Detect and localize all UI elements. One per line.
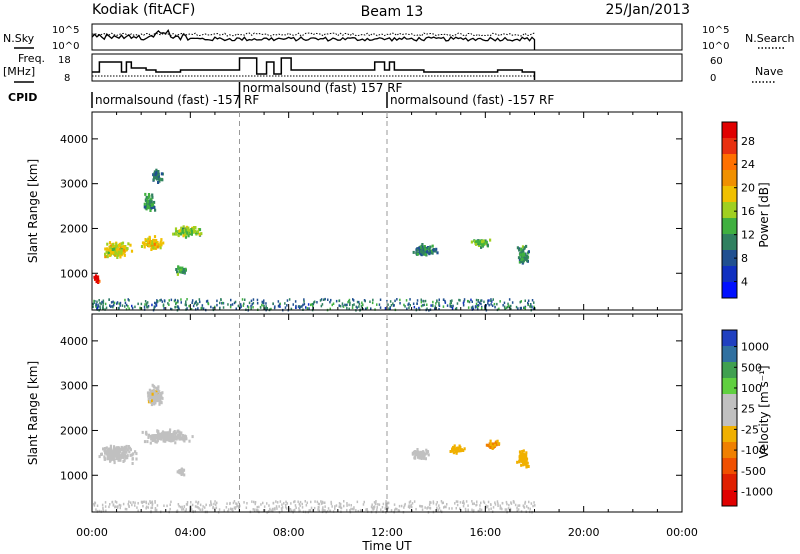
x-tick-label: 00:00 [76, 526, 108, 539]
colorbar-tick-label: 12 [741, 229, 755, 242]
y-tick-label: 3000 [60, 380, 88, 393]
velocity-scatter [93, 383, 536, 514]
colorbar-tick-label: -500 [741, 465, 766, 478]
x-tick-label: 20:00 [568, 526, 600, 539]
freq-right-tick-bottom: 0 [710, 73, 716, 84]
x-axis-label: Time UT [361, 539, 412, 553]
power-scatter [92, 168, 536, 312]
colorbar-tick-label: -100 [741, 444, 766, 457]
y-tick-label: 4000 [60, 335, 88, 348]
noise-left-tick-bottom: 10^0 [52, 41, 79, 52]
freq-right-tick-top: 60 [710, 56, 723, 67]
cpid-label-2: normalsound (fast) -157 RF [390, 93, 554, 107]
colorbar-tick-label: 25 [741, 403, 755, 416]
y-tick-label: 1000 [60, 267, 88, 280]
colorbar-tick-label: 28 [741, 135, 755, 148]
colorbar-tick-label: -1000 [741, 486, 773, 499]
mhz-label: [MHz] [3, 65, 35, 78]
x-tick-labels: 00:00 04:00 08:00 12:00 16:00 20:00 00:00 [76, 526, 698, 539]
cpid-label: CPID [8, 91, 37, 104]
freq-label: Freq. [18, 52, 45, 65]
colorbar-tick-label: 4 [741, 276, 748, 289]
station-title: Kodiak (fitACF) [92, 2, 195, 18]
freq-left-tick-bottom: 8 [64, 73, 70, 84]
y-tick-label: 2000 [60, 222, 88, 235]
freq-trace [92, 57, 536, 80]
colorbar-tick-label: 16 [741, 205, 755, 218]
cpid-label-1: normalsound (fast) 157 RF [243, 81, 403, 95]
freq-panel-frame [91, 53, 683, 82]
nave-label: Nave [755, 65, 783, 78]
colorbar-tick-label: 1000 [741, 341, 769, 354]
x-tick-label: 16:00 [469, 526, 501, 539]
nsearch-label: N.Search [745, 32, 795, 45]
freq-left-tick-top: 18 [58, 55, 71, 66]
colorbar-tick-label: 500 [741, 361, 762, 374]
power-ylabel: Slant Range [km] [26, 159, 40, 263]
x-tick-label: 08:00 [273, 526, 305, 539]
y-tick-label: 1000 [60, 469, 88, 482]
power-colorbar-label: Power [dB] [757, 182, 771, 247]
velocity-colorbar-label: Velocity [m s⁻¹] [757, 365, 771, 458]
x-tick-label: 12:00 [371, 526, 403, 539]
colorbar-tick-label: 24 [741, 158, 755, 171]
power-axis: 1000 2000 3000 4000 [60, 112, 683, 310]
x-tick-label: 04:00 [174, 526, 206, 539]
cpid-label-0: normalsound (fast) -157 RF [95, 93, 259, 107]
noise-right-tick-bottom: 10^0 [702, 41, 729, 52]
colorbar-tick-label: -25 [741, 423, 759, 436]
noise-panel-frame [91, 23, 683, 51]
noise-right-tick-top: 10^5 [702, 25, 729, 36]
power-colorbar: 28 24 20 16 12 8 4 [721, 121, 755, 299]
colorbar-tick-label: 8 [741, 252, 748, 265]
date-title: 25/Jan/2013 [606, 2, 690, 18]
noise-sky-trace [91, 28, 536, 50]
y-tick-label: 2000 [60, 424, 88, 437]
noise-search-trace [91, 32, 535, 37]
velocity-ylabel: Slant Range [km] [26, 361, 40, 465]
velocity-axis: 1000 2000 3000 4000 [60, 314, 683, 512]
y-tick-label: 3000 [60, 178, 88, 191]
nsky-label: N.Sky [3, 32, 35, 45]
y-tick-label: 4000 [60, 133, 88, 146]
velocity-colorbar: 1000 500 100 25 -25 -100 -500 -1000 [721, 329, 773, 507]
beam-title: Beam 13 [361, 4, 424, 20]
x-tick-label: 00:00 [666, 526, 698, 539]
colorbar-tick-label: 100 [741, 382, 762, 395]
colorbar-tick-label: 20 [741, 182, 755, 195]
noise-left-tick-top: 10^5 [52, 25, 79, 36]
